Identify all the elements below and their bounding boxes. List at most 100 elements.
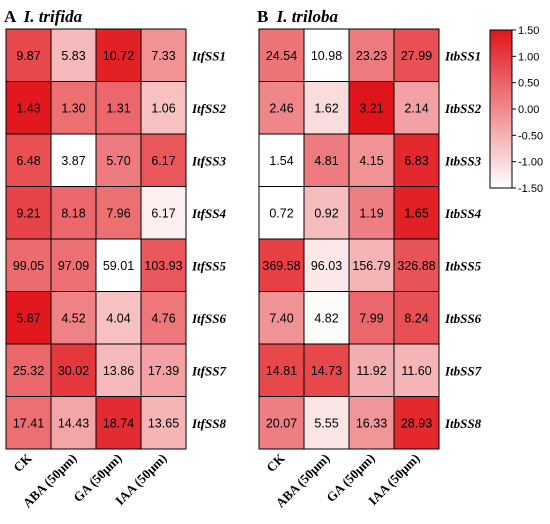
colorbar-tick-label-5: -1.00 bbox=[518, 157, 543, 169]
heatmap-cell-b-7-0 bbox=[258, 396, 305, 450]
row-label-a-1: ItfSS2 bbox=[191, 101, 226, 116]
cell-value-b-6-2: 11.92 bbox=[356, 364, 386, 378]
heatmap-panel-a: 9.87 5.83 10.72 7.33 ItfSS1 1.43 1.30 1.31 1.06 I… bbox=[5, 28, 226, 511]
heatmap-cell-b-0-1 bbox=[303, 28, 350, 82]
cell-value-b-6-0: 14.81 bbox=[266, 364, 297, 378]
heatmap-cell-a-3-3 bbox=[140, 186, 187, 240]
heatmap-cell-a-5-3 bbox=[140, 291, 187, 345]
cell-value-b-5-0: 7.40 bbox=[269, 311, 293, 325]
colorbar-gradient bbox=[489, 29, 513, 189]
heatmap-cell-b-3-0 bbox=[258, 186, 305, 240]
cell-value-b-6-3: 11.60 bbox=[401, 364, 431, 378]
cell-value-a-2-0: 6.48 bbox=[16, 154, 40, 168]
row-label-a-4: ItfSS5 bbox=[191, 258, 226, 273]
heatmap-panel-b: 24.54 10.98 23.23 27.99 ItbSS1 2.46 1.62 3.21 2.… bbox=[258, 28, 482, 511]
cell-value-b-2-2: 4.15 bbox=[359, 154, 383, 168]
heatmap-cell-a-1-1 bbox=[50, 81, 97, 135]
row-label-b-0: ItbSS1 bbox=[444, 48, 481, 63]
heatmap-cell-b-7-2 bbox=[348, 396, 395, 450]
heatmap-cell-a-7-0 bbox=[5, 396, 52, 450]
heatmap-cell-a-4-2 bbox=[95, 238, 142, 292]
cell-value-b-0-1: 10.98 bbox=[311, 49, 342, 63]
cell-value-b-4-1: 96.03 bbox=[311, 259, 342, 273]
cell-value-b-4-0: 369.58 bbox=[262, 259, 300, 273]
cell-value-a-6-2: 13.86 bbox=[103, 364, 134, 378]
heatmap-cell-a-2-3 bbox=[140, 133, 187, 187]
cell-value-a-4-1: 97.09 bbox=[58, 259, 89, 273]
row-label-a-3: ItfSS4 bbox=[191, 206, 226, 221]
cell-value-b-3-0: 0.72 bbox=[269, 206, 293, 220]
heatmap-cell-b-3-2 bbox=[348, 186, 395, 240]
row-label-a-5: ItfSS6 bbox=[191, 311, 226, 326]
cell-value-b-5-1: 4.82 bbox=[314, 311, 338, 325]
heatmap-cell-a-0-0 bbox=[5, 28, 52, 82]
heatmap-cell-a-5-1 bbox=[50, 291, 97, 345]
cell-value-a-5-1: 4.52 bbox=[61, 311, 85, 325]
panel-b-species: I. triloba bbox=[276, 7, 339, 26]
cell-value-a-5-3: 4.76 bbox=[151, 311, 175, 325]
panel-b-letter: B bbox=[257, 7, 268, 26]
cell-value-a-7-0: 17.41 bbox=[13, 416, 44, 430]
cell-value-b-7-2: 16.33 bbox=[356, 416, 387, 430]
heatmap-cell-a-2-1 bbox=[50, 133, 97, 187]
row-label-b-7: ItbSS8 bbox=[444, 416, 482, 431]
cell-value-b-7-0: 20.07 bbox=[266, 416, 297, 430]
row-label-a-7: ItfSS8 bbox=[191, 416, 226, 431]
cell-value-a-0-2: 10.72 bbox=[103, 49, 134, 63]
cell-value-b-2-0: 1.54 bbox=[269, 154, 293, 168]
cell-value-b-7-3: 28.93 bbox=[401, 416, 432, 430]
heatmap-cell-a-4-1 bbox=[50, 238, 97, 292]
row-label-b-4: ItbSS5 bbox=[444, 258, 482, 273]
row-label-b-2: ItbSS3 bbox=[444, 153, 482, 168]
cell-value-a-1-0: 1.43 bbox=[16, 101, 40, 115]
cell-value-b-1-2: 3.21 bbox=[359, 101, 383, 115]
heatmap-cell-a-0-2 bbox=[95, 28, 142, 82]
cell-value-a-7-1: 14.43 bbox=[58, 416, 89, 430]
cell-value-a-2-3: 6.17 bbox=[151, 154, 175, 168]
cell-value-b-5-2: 7.99 bbox=[359, 311, 383, 325]
heatmap-cell-a-5-2 bbox=[95, 291, 142, 345]
heatmap-cell-a-4-0 bbox=[5, 238, 52, 292]
cell-value-b-0-0: 24.54 bbox=[266, 49, 297, 63]
colorbar-tick-label-2: 0.50 bbox=[518, 78, 539, 90]
heatmap-cell-b-0-3 bbox=[393, 28, 440, 82]
row-label-b-6: ItbSS7 bbox=[444, 363, 482, 378]
cell-value-a-3-0: 9.21 bbox=[16, 206, 40, 220]
colorbar-tick-label-0: 1.50 bbox=[518, 25, 539, 37]
heatmap-cell-a-0-3 bbox=[140, 28, 187, 82]
row-label-b-5: ItbSS6 bbox=[444, 311, 482, 326]
cell-value-a-1-2: 1.31 bbox=[106, 101, 130, 115]
panel-b-title: B I. triloba bbox=[257, 7, 338, 26]
cell-value-a-3-3: 6.17 bbox=[151, 206, 175, 220]
heatmap-cell-a-5-0 bbox=[5, 291, 52, 345]
panel-a-title: A I. trifida bbox=[4, 7, 83, 26]
cell-value-a-6-1: 30.02 bbox=[58, 364, 89, 378]
cell-value-a-4-3: 103.93 bbox=[144, 259, 182, 273]
cell-value-b-0-3: 27.99 bbox=[401, 49, 432, 63]
cell-value-b-3-3: 1.65 bbox=[404, 206, 428, 220]
heatmap-cell-b-7-3 bbox=[393, 396, 440, 450]
cell-value-a-5-2: 4.04 bbox=[106, 311, 130, 325]
heatmap-cell-b-4-2 bbox=[348, 238, 395, 292]
cell-value-a-0-1: 5.83 bbox=[61, 49, 85, 63]
cell-value-b-5-3: 8.24 bbox=[404, 311, 428, 325]
row-label-b-1: ItbSS2 bbox=[444, 101, 482, 116]
cell-value-b-0-2: 23.23 bbox=[356, 49, 387, 63]
row-label-b-3: ItbSS4 bbox=[444, 206, 482, 221]
cell-value-b-6-1: 14.73 bbox=[311, 364, 342, 378]
colorbar-tick-label-3: 0.00 bbox=[518, 104, 539, 116]
cell-value-a-3-2: 7.96 bbox=[106, 206, 130, 220]
cell-value-b-1-1: 1.62 bbox=[314, 101, 338, 115]
heatmap-cell-a-7-2 bbox=[95, 396, 142, 450]
colorbar-tick-label-1: 1.00 bbox=[518, 51, 539, 63]
row-label-a-6: ItfSS7 bbox=[191, 363, 226, 378]
colorbar-tick-label-6: -1.50 bbox=[518, 183, 543, 195]
cell-value-b-1-3: 2.14 bbox=[404, 101, 428, 115]
cell-value-b-2-1: 4.81 bbox=[314, 154, 338, 168]
row-label-a-0: ItfSS1 bbox=[191, 48, 226, 63]
cell-value-a-2-1: 3.87 bbox=[61, 154, 85, 168]
heatmap-cell-b-3-1 bbox=[303, 186, 350, 240]
cell-value-a-4-2: 59.01 bbox=[103, 259, 134, 273]
cell-value-b-4-3: 326.88 bbox=[397, 259, 435, 273]
